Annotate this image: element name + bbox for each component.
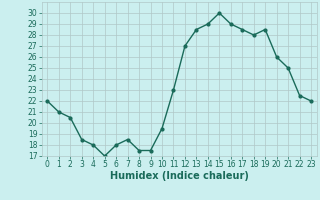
X-axis label: Humidex (Indice chaleur): Humidex (Indice chaleur) [110,171,249,181]
